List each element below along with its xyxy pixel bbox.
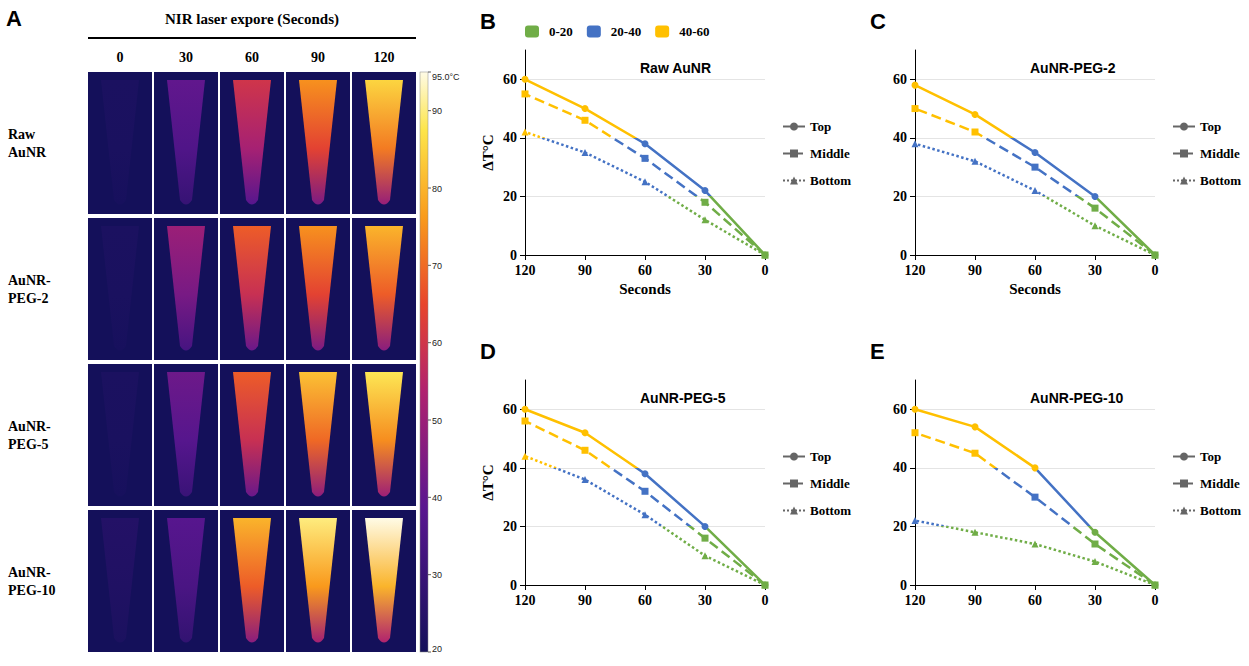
svg-text:40: 40 — [432, 493, 442, 503]
svg-text:60: 60 — [245, 50, 259, 65]
svg-text:95.0°C: 95.0°C — [432, 72, 460, 82]
svg-text:60: 60 — [638, 593, 652, 608]
svg-text:80: 80 — [432, 184, 442, 194]
svg-text:B: B — [480, 9, 496, 34]
svg-text:Middle: Middle — [810, 476, 850, 491]
svg-text:0: 0 — [762, 263, 769, 278]
svg-text:E: E — [870, 339, 885, 364]
svg-text:AuNR-PEG-5: AuNR-PEG-5 — [640, 390, 726, 406]
svg-text:20: 20 — [893, 189, 907, 204]
svg-text:0: 0 — [1152, 263, 1159, 278]
svg-text:0-20: 0-20 — [549, 24, 573, 39]
svg-text:90: 90 — [432, 106, 442, 116]
svg-text:Seconds: Seconds — [1009, 281, 1061, 297]
svg-text:60: 60 — [1028, 263, 1042, 278]
svg-text:60: 60 — [893, 402, 907, 417]
svg-text:Bottom: Bottom — [1200, 503, 1241, 518]
svg-text:Bottom: Bottom — [810, 173, 851, 188]
svg-text:PEG-10: PEG-10 — [8, 583, 55, 598]
svg-text:0: 0 — [900, 578, 907, 593]
svg-text:20: 20 — [893, 519, 907, 534]
svg-text:Top: Top — [810, 449, 831, 464]
svg-text:60: 60 — [503, 402, 517, 417]
svg-text:50: 50 — [432, 416, 442, 426]
svg-text:30: 30 — [179, 50, 193, 65]
svg-text:D: D — [480, 339, 496, 364]
svg-text:20: 20 — [432, 644, 442, 654]
svg-text:40: 40 — [503, 460, 517, 475]
svg-text:20: 20 — [503, 189, 517, 204]
svg-text:30: 30 — [1088, 593, 1102, 608]
svg-text:Middle: Middle — [1200, 146, 1240, 161]
svg-text:Middle: Middle — [810, 146, 850, 161]
svg-text:120: 120 — [905, 263, 926, 278]
svg-text:Bottom: Bottom — [1200, 173, 1241, 188]
svg-text:0: 0 — [1152, 593, 1159, 608]
svg-text:40: 40 — [503, 130, 517, 145]
svg-text:0: 0 — [762, 593, 769, 608]
svg-text:70: 70 — [432, 261, 442, 271]
svg-text:90: 90 — [311, 50, 325, 65]
svg-text:0: 0 — [510, 578, 517, 593]
svg-text:90: 90 — [968, 593, 982, 608]
svg-text:40: 40 — [893, 130, 907, 145]
svg-text:60: 60 — [1028, 593, 1042, 608]
svg-text:90: 90 — [968, 263, 982, 278]
svg-text:Middle: Middle — [1200, 476, 1240, 491]
svg-text:20: 20 — [503, 519, 517, 534]
svg-text:AuNR-: AuNR- — [8, 419, 51, 434]
svg-text:Seconds: Seconds — [619, 281, 671, 297]
svg-text:120: 120 — [374, 50, 395, 65]
svg-text:ΔT°C: ΔT°C — [480, 464, 496, 500]
svg-text:30: 30 — [1088, 263, 1102, 278]
svg-text:Top: Top — [1200, 449, 1221, 464]
svg-text:Top: Top — [810, 119, 831, 134]
svg-text:30: 30 — [432, 570, 442, 580]
svg-text:60: 60 — [503, 72, 517, 87]
svg-text:Raw AuNR: Raw AuNR — [640, 60, 711, 76]
svg-text:60: 60 — [638, 263, 652, 278]
svg-text:NIR laser expore (Seconds): NIR laser expore (Seconds) — [165, 11, 339, 28]
svg-text:AuNR-: AuNR- — [8, 565, 51, 580]
svg-text:120: 120 — [515, 263, 536, 278]
svg-text:120: 120 — [515, 593, 536, 608]
svg-text:120: 120 — [905, 593, 926, 608]
svg-text:Top: Top — [1200, 119, 1221, 134]
svg-text:PEG-2: PEG-2 — [8, 291, 48, 306]
svg-text:60: 60 — [432, 338, 442, 348]
svg-text:0: 0 — [510, 248, 517, 263]
svg-text:0: 0 — [117, 50, 124, 65]
svg-text:AuNR-PEG-2: AuNR-PEG-2 — [1030, 60, 1116, 76]
svg-text:30: 30 — [698, 263, 712, 278]
svg-text:40-60: 40-60 — [679, 24, 709, 39]
svg-text:C: C — [870, 9, 886, 34]
svg-text:A: A — [6, 6, 22, 31]
svg-text:40: 40 — [893, 460, 907, 475]
svg-text:AuNR: AuNR — [8, 145, 47, 160]
svg-text:30: 30 — [698, 593, 712, 608]
svg-text:90: 90 — [578, 263, 592, 278]
svg-text:20-40: 20-40 — [611, 24, 641, 39]
svg-text:60: 60 — [893, 72, 907, 87]
svg-text:ΔT°C: ΔT°C — [480, 134, 496, 170]
svg-text:0: 0 — [900, 248, 907, 263]
svg-text:AuNR-PEG-10: AuNR-PEG-10 — [1030, 390, 1124, 406]
svg-text:PEG-5: PEG-5 — [8, 437, 48, 452]
svg-text:Raw: Raw — [8, 127, 36, 142]
svg-text:90: 90 — [578, 593, 592, 608]
svg-text:AuNR-: AuNR- — [8, 273, 51, 288]
svg-text:Bottom: Bottom — [810, 503, 851, 518]
